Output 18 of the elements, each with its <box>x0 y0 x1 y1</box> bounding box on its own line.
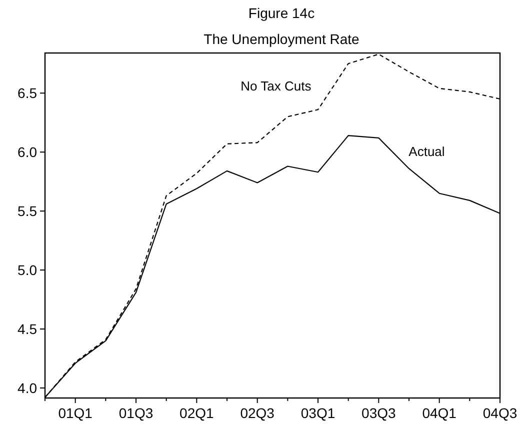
y-tick-label: 6.0 <box>18 144 38 160</box>
chart-title: Figure 14c <box>248 5 315 21</box>
y-tick-label: 6.5 <box>18 85 38 102</box>
chart-subtitle: The Unemployment Rate <box>204 31 360 47</box>
series-label: No Tax Cuts <box>240 78 312 94</box>
x-tick-label: 04Q3 <box>482 405 518 421</box>
y-tick-label: 5.0 <box>18 262 38 278</box>
x-tick-label: 01Q3 <box>118 405 154 421</box>
y-tick-label: 4.5 <box>18 320 38 337</box>
x-tick-label: 02Q1 <box>180 405 214 421</box>
y-tick-label: 5.5 <box>18 202 38 219</box>
series-label: Actual <box>408 144 445 159</box>
x-tick-label: 02Q3 <box>240 405 275 421</box>
x-tick-label: 01Q1 <box>58 405 93 421</box>
x-tick-label: 04Q1 <box>422 405 457 421</box>
x-tick-label: 03Q1 <box>300 405 336 421</box>
y-tick-label: 4.0 <box>18 380 38 396</box>
x-tick-label: 03Q3 <box>362 405 396 421</box>
